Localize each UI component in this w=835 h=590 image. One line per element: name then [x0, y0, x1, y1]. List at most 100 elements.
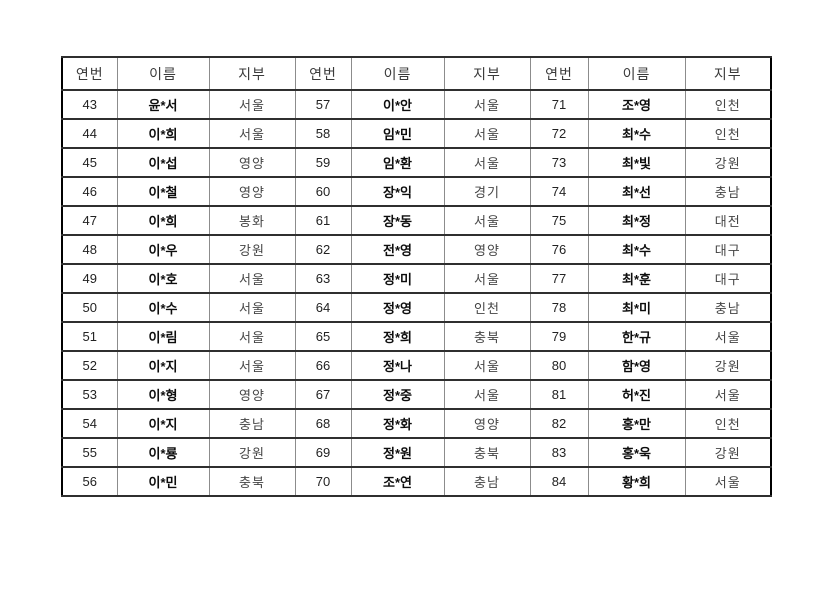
name-cell: 황*희 — [587, 466, 686, 497]
table-row: 53 이*형 영양 67 정*중 서울 81 허*진 서울 — [61, 379, 772, 410]
name-cell: 정*미 — [350, 263, 445, 294]
header-cell-name-2: 이름 — [350, 56, 445, 91]
branch-cell: 강원 — [684, 147, 772, 178]
header-cell-name-1: 이름 — [116, 56, 210, 91]
name-cell: 윤*서 — [116, 89, 210, 120]
branch-cell: 충남 — [684, 292, 772, 323]
branch-cell: 인천 — [684, 89, 772, 120]
table-row: 51 이*림 서울 65 정*희 충북 79 한*규 서울 — [61, 321, 772, 352]
name-cell: 최*훈 — [587, 263, 686, 294]
branch-cell: 대구 — [684, 263, 772, 294]
seq-cell: 73 — [529, 147, 589, 178]
name-cell: 최*수 — [587, 118, 686, 149]
seq-cell: 60 — [294, 176, 352, 207]
seq-cell: 48 — [61, 234, 118, 265]
name-cell: 정*화 — [350, 408, 445, 439]
header-cell-name-3: 이름 — [587, 56, 686, 91]
header-cell-branch-3: 지부 — [684, 56, 772, 91]
seq-cell: 74 — [529, 176, 589, 207]
name-cell: 최*미 — [587, 292, 686, 323]
name-cell: 이*우 — [116, 234, 210, 265]
branch-cell: 인천 — [443, 292, 531, 323]
table-row: 54 이*지 충남 68 정*화 영양 82 홍*만 인천 — [61, 408, 772, 439]
seq-cell: 45 — [61, 147, 118, 178]
seq-cell: 65 — [294, 321, 352, 352]
table-row: 48 이*우 강원 62 전*영 영양 76 최*수 대구 — [61, 234, 772, 265]
branch-cell: 경기 — [443, 176, 531, 207]
seq-cell: 66 — [294, 350, 352, 381]
name-cell: 장*익 — [350, 176, 445, 207]
seq-cell: 62 — [294, 234, 352, 265]
seq-cell: 80 — [529, 350, 589, 381]
seq-cell: 51 — [61, 321, 118, 352]
table-row: 56 이*민 충북 70 조*연 충남 84 황*희 서울 — [61, 466, 772, 497]
table-row: 45 이*섭 영양 59 임*환 서울 73 최*빛 강원 — [61, 147, 772, 178]
table-row: 55 이*룡 강원 69 정*원 충북 83 홍*욱 강원 — [61, 437, 772, 468]
branch-cell: 서울 — [208, 292, 296, 323]
name-cell: 정*나 — [350, 350, 445, 381]
table-row: 47 이*희 봉화 61 장*동 서울 75 최*정 대전 — [61, 205, 772, 236]
name-cell: 한*규 — [587, 321, 686, 352]
seq-cell: 57 — [294, 89, 352, 120]
seq-cell: 75 — [529, 205, 589, 236]
name-cell: 이*형 — [116, 379, 210, 410]
name-cell: 이*지 — [116, 408, 210, 439]
branch-cell: 강원 — [208, 437, 296, 468]
table-row: 44 이*희 서울 58 임*민 서울 72 최*수 인천 — [61, 118, 772, 149]
seq-cell: 63 — [294, 263, 352, 294]
name-cell: 이*희 — [116, 205, 210, 236]
table-row: 52 이*지 서울 66 정*나 서울 80 함*영 강원 — [61, 350, 772, 381]
seq-cell: 43 — [61, 89, 118, 120]
branch-cell: 서울 — [443, 147, 531, 178]
seq-cell: 71 — [529, 89, 589, 120]
branch-cell: 서울 — [208, 118, 296, 149]
name-cell: 최*수 — [587, 234, 686, 265]
name-cell: 전*영 — [350, 234, 445, 265]
name-cell: 정*영 — [350, 292, 445, 323]
branch-cell: 인천 — [684, 118, 772, 149]
branch-cell: 충남 — [684, 176, 772, 207]
member-roster-table: 연번 이름 지부 연번 이름 지부 연번 이름 지부 43 윤*서 서울 57 … — [61, 56, 772, 497]
seq-cell: 50 — [61, 292, 118, 323]
branch-cell: 영양 — [208, 176, 296, 207]
name-cell: 정*중 — [350, 379, 445, 410]
name-cell: 이*희 — [116, 118, 210, 149]
branch-cell: 서울 — [443, 205, 531, 236]
table-row: 46 이*철 영양 60 장*익 경기 74 최*선 충남 — [61, 176, 772, 207]
seq-cell: 68 — [294, 408, 352, 439]
branch-cell: 인천 — [684, 408, 772, 439]
branch-cell: 충남 — [443, 466, 531, 497]
name-cell: 홍*욱 — [587, 437, 686, 468]
name-cell: 이*섭 — [116, 147, 210, 178]
seq-cell: 82 — [529, 408, 589, 439]
branch-cell: 봉화 — [208, 205, 296, 236]
name-cell: 조*연 — [350, 466, 445, 497]
header-cell-branch-1: 지부 — [208, 56, 296, 91]
name-cell: 임*환 — [350, 147, 445, 178]
seq-cell: 61 — [294, 205, 352, 236]
seq-cell: 78 — [529, 292, 589, 323]
seq-cell: 47 — [61, 205, 118, 236]
branch-cell: 영양 — [443, 408, 531, 439]
name-cell: 허*진 — [587, 379, 686, 410]
table-row: 49 이*호 서울 63 정*미 서울 77 최*훈 대구 — [61, 263, 772, 294]
header-cell-branch-2: 지부 — [443, 56, 531, 91]
name-cell: 최*선 — [587, 176, 686, 207]
seq-cell: 46 — [61, 176, 118, 207]
seq-cell: 84 — [529, 466, 589, 497]
seq-cell: 56 — [61, 466, 118, 497]
branch-cell: 강원 — [684, 437, 772, 468]
branch-cell: 서울 — [443, 89, 531, 120]
branch-cell: 영양 — [208, 147, 296, 178]
seq-cell: 79 — [529, 321, 589, 352]
name-cell: 이*민 — [116, 466, 210, 497]
name-cell: 이*호 — [116, 263, 210, 294]
branch-cell: 서울 — [208, 321, 296, 352]
seq-cell: 76 — [529, 234, 589, 265]
name-cell: 장*동 — [350, 205, 445, 236]
name-cell: 이*룡 — [116, 437, 210, 468]
table-row: 50 이*수 서울 64 정*영 인천 78 최*미 충남 — [61, 292, 772, 323]
branch-cell: 서울 — [684, 321, 772, 352]
branch-cell: 서울 — [684, 466, 772, 497]
name-cell: 이*림 — [116, 321, 210, 352]
